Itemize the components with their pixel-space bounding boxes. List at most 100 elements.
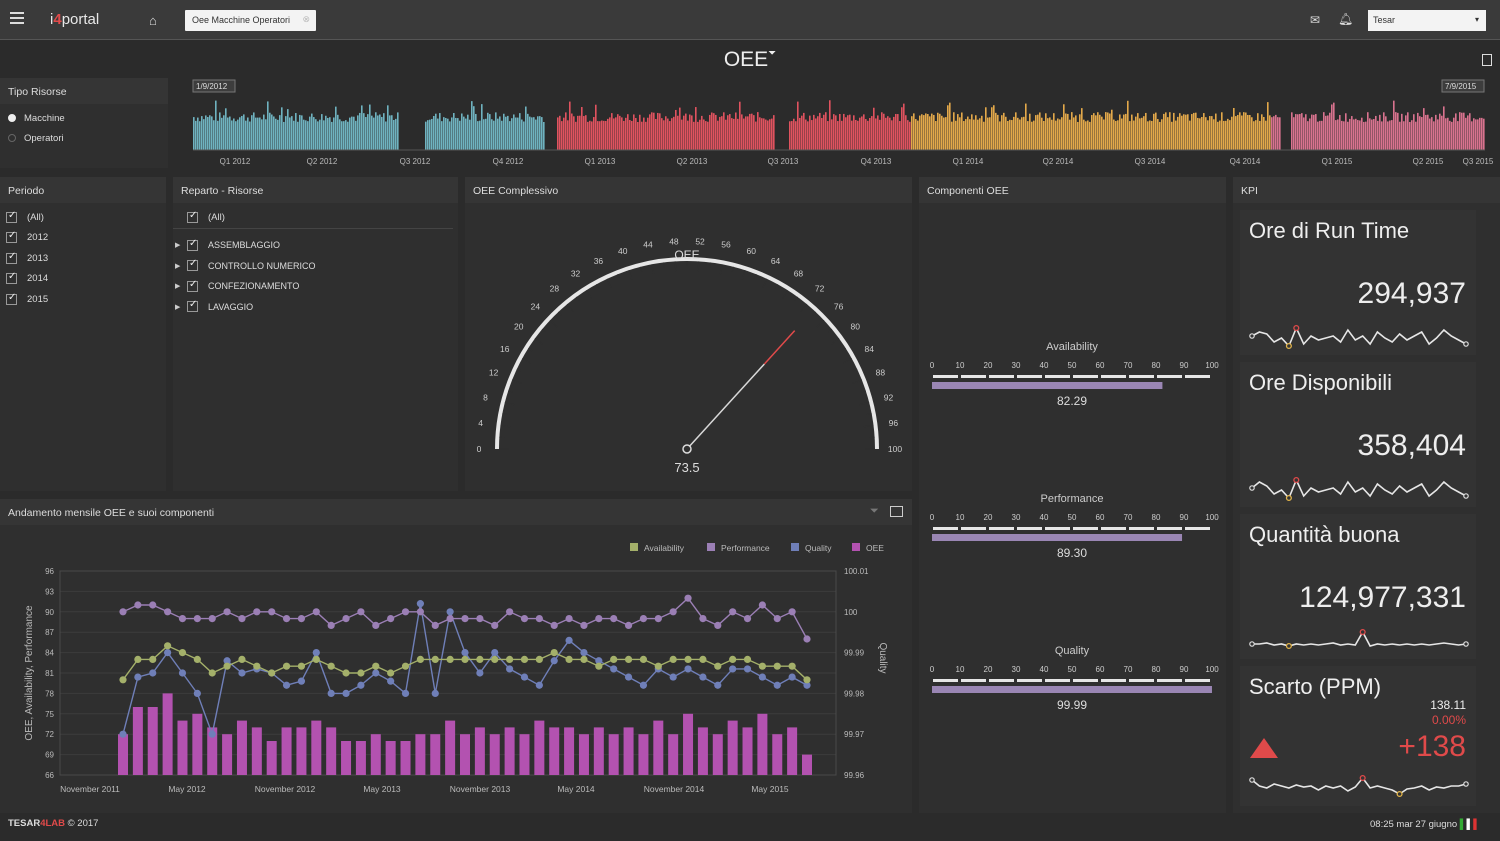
periodo-item-2014[interactable]: 2014	[0, 269, 166, 290]
timeline-bar	[879, 119, 881, 150]
oee-bar	[787, 727, 798, 775]
kpi-card-scarto[interactable]: Scarto (PPM) 138.11 0.00% +138	[1240, 666, 1476, 806]
periodo-item-all[interactable]: (All)	[0, 207, 166, 228]
component-scale-segment	[1045, 679, 1070, 682]
availability-point	[758, 662, 766, 670]
expand-arrow-icon[interactable]: ▶	[175, 262, 181, 270]
kpi-card-ore-disponibili[interactable]: Ore Disponibili 358,404	[1240, 362, 1476, 507]
timeline-bar	[1071, 112, 1073, 150]
timeline-bar	[213, 120, 215, 150]
timeline-bar	[1185, 114, 1187, 150]
timeline-bar	[1445, 118, 1447, 150]
timeline-quarter-label: Q3 2014	[1135, 157, 1166, 166]
reparto-item-all[interactable]: (All)	[173, 207, 453, 229]
timeline-bar	[789, 121, 791, 150]
timeline-bar	[1139, 118, 1141, 150]
availability-point	[491, 655, 499, 663]
timeline-bar	[1039, 112, 1041, 150]
timeline-bar	[1483, 118, 1485, 150]
timeline-bar	[613, 118, 615, 150]
timeline-chart[interactable]: Q1 2012 Q2 2012 Q3 2012 Q4 2012 Q1 2013 Q2 20…	[190, 78, 1500, 168]
timeline-bar	[447, 118, 449, 150]
gauge-tick	[662, 262, 665, 268]
periodo-item-2013[interactable]: 2013	[0, 248, 166, 269]
timeline-bar	[1011, 120, 1013, 150]
checkbox-icon	[6, 271, 17, 285]
timeline-bar	[517, 117, 519, 150]
clear-filter-icon[interactable]: ⏷	[870, 505, 879, 517]
quality-point	[297, 677, 306, 685]
timeline-bar	[1327, 115, 1329, 150]
export-icon[interactable]	[1482, 54, 1492, 66]
kpi-sub-value: 138.11	[1430, 698, 1466, 712]
oee-bar	[222, 734, 233, 775]
expand-arrow-icon[interactable]: ▶	[175, 242, 181, 250]
home-icon[interactable]: ⌂	[149, 13, 157, 28]
checkbox-icon	[6, 210, 17, 223]
timeline-bar	[1435, 114, 1437, 150]
user-select[interactable]: Tesar ▾	[1368, 10, 1486, 31]
availability-point	[535, 655, 543, 663]
timeline-bar	[209, 115, 211, 150]
timeline-bar	[905, 115, 907, 150]
app-logo[interactable]: i4portal	[50, 11, 100, 28]
oee-bar	[207, 727, 218, 775]
kpi-card-title: Ore Disponibili	[1249, 370, 1393, 395]
timeline-bar	[1027, 121, 1029, 150]
periodo-item-2015[interactable]: 2015	[0, 289, 166, 310]
timeline-bar	[913, 113, 915, 150]
timeline-bar	[267, 101, 269, 150]
gauge-tick	[799, 303, 808, 313]
timeline-range-selector[interactable]: Q1 2012 Q2 2012 Q3 2012 Q4 2012 Q1 2013 Q2 20…	[190, 78, 1500, 168]
quality-point	[401, 689, 410, 697]
dashboard-tab[interactable]: Oee Macchine Operatori ⊗	[185, 10, 316, 31]
availability-point	[446, 655, 454, 663]
timeline-bar	[619, 115, 621, 150]
expand-arrow-icon[interactable]: ▶	[175, 283, 181, 291]
reparto-item-lavaggio[interactable]: ▶LAVAGGIO	[173, 297, 458, 318]
timeline-bar	[945, 117, 947, 150]
timeline-bar	[1055, 120, 1057, 150]
periodo-item-2012[interactable]: 2012	[0, 228, 166, 249]
radio-operatori[interactable]: Operatori	[0, 128, 168, 148]
y-tick-label: 96	[45, 567, 54, 576]
bell-icon[interactable]: 🔔︎	[1338, 12, 1354, 26]
timeline-bar	[295, 113, 297, 150]
timeline-bar	[531, 117, 533, 150]
oee-bar	[668, 734, 679, 775]
availability-point	[654, 662, 662, 670]
filter-icon[interactable]: ⏷	[768, 48, 777, 59]
y2-tick-label: 99.97	[844, 730, 865, 739]
reparto-item-controllo-numerico[interactable]: ▶CONTROLLO NUMERICO	[173, 256, 458, 277]
timeline-bar	[1329, 112, 1331, 150]
timeline-bar	[585, 115, 587, 150]
reparto-item-confezionamento[interactable]: ▶CONFEZIONAMENTO	[173, 276, 458, 297]
hamburger-menu-icon[interactable]	[10, 12, 24, 24]
kpi-card-quantita-buona[interactable]: Quantità buona 124,977,331	[1240, 514, 1476, 659]
mail-icon[interactable]: ✉	[1310, 13, 1321, 27]
radio-macchine[interactable]: Macchine	[0, 108, 168, 128]
timeline-bar	[1365, 121, 1367, 150]
timeline-bar	[1023, 116, 1025, 150]
timeline-bar	[895, 113, 897, 150]
component-scale-segment	[961, 679, 986, 682]
timeline-bar	[379, 114, 381, 150]
timeline-bar	[1345, 113, 1347, 150]
kpi-card-run-time[interactable]: Ore di Run Time 294,937	[1240, 210, 1476, 355]
trend-title: Andamento mensile OEE e suoi componenti	[0, 499, 912, 525]
timeline-bar	[237, 119, 239, 150]
tipo-risorse-title: Tipo Risorse	[0, 78, 168, 104]
timeline-bar	[509, 121, 511, 150]
timeline-bar	[597, 121, 599, 150]
component-scale-segment	[933, 679, 958, 682]
timeline-bar	[885, 117, 887, 150]
grid-view-icon[interactable]	[890, 506, 903, 517]
expand-arrow-icon[interactable]: ▶	[175, 303, 181, 311]
footer-datetime: 08:25 mar 27 giugno ▌▌▌	[1370, 819, 1480, 830]
availability-point	[506, 655, 514, 663]
reparto-item-assemblaggio[interactable]: ▶ASSEMBLAGGIO	[173, 235, 458, 256]
timeline-bar	[963, 121, 965, 150]
timeline-bar	[579, 115, 581, 150]
close-tab-icon[interactable]: ⊗	[302, 14, 310, 24]
gauge-tick	[511, 379, 522, 385]
